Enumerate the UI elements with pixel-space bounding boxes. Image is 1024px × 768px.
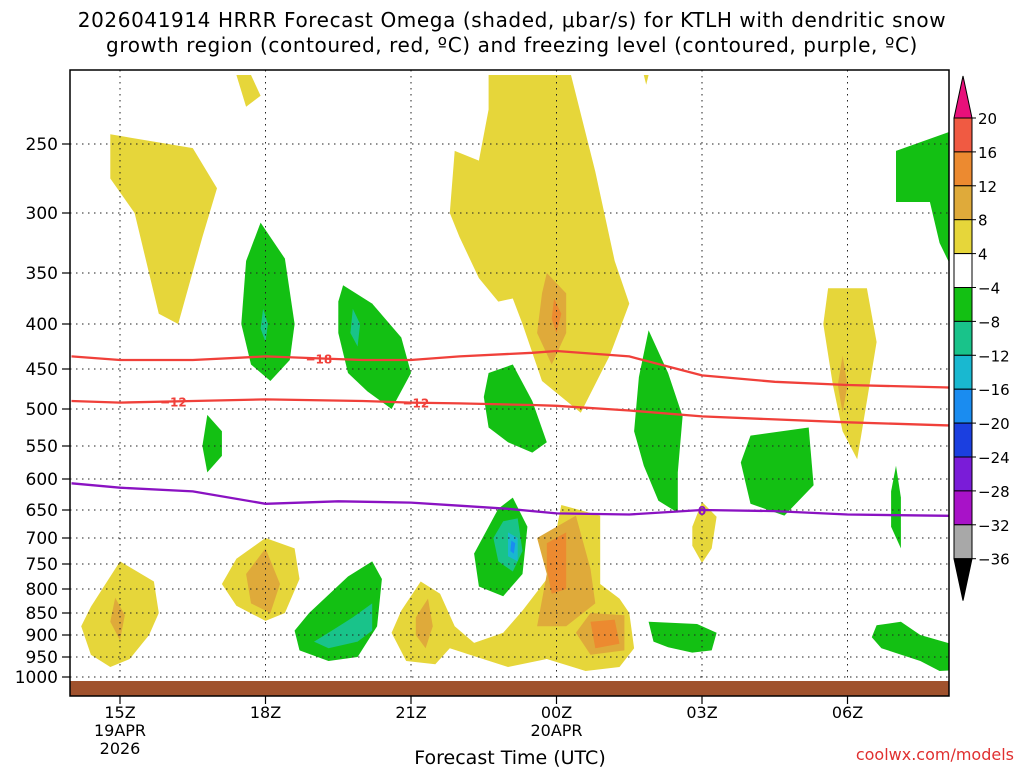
y-tick-label-550: 550 [26, 437, 58, 457]
omega-yellow-6 [692, 501, 717, 563]
y-tick-label-850: 850 [26, 604, 58, 624]
colorbar-label-9: −20 [978, 415, 1010, 433]
x-tick-sublabel-2026: 2026 [100, 739, 141, 758]
omega-yellow-2 [236, 75, 261, 107]
colorbar-swatch-5 [953, 253, 973, 289]
ground-surface [70, 681, 949, 696]
y-tick-label-900: 900 [26, 626, 58, 646]
x-tick-label-06Z: 06Z [832, 703, 863, 722]
y-tick-label-400: 400 [26, 315, 58, 335]
colorbar-label-7: −12 [978, 347, 1010, 365]
axes-layer: 2503003504004505005506006507007508008509… [15, 135, 863, 758]
omega-green-12 [871, 621, 949, 671]
omega-orange-9 [590, 619, 620, 649]
omega-green-8 [891, 465, 901, 549]
colorbar-swatch-1 [953, 117, 973, 153]
colorbar: 20 16 12 8 4 −4 −8 −12 −16 −20 −24 −28 −32 −36 [953, 75, 1010, 601]
contour-layer: −18 −12 −12 0 [71, 349, 949, 518]
dendritic-snow-growth-minus18-label: −18 [305, 352, 332, 366]
colorbar-swatch-8 [953, 354, 973, 390]
colorbar-label-8: −16 [978, 381, 1010, 399]
x-tick-label-15Z: 15Z [104, 703, 135, 722]
omega-orange-6 [537, 273, 567, 365]
chart-title-line-1: 2026041914 HRRR Forecast Omega (shaded, … [77, 8, 947, 32]
footer-credit: coolwx.com/models [856, 745, 1014, 764]
omega-yellow-1 [110, 134, 217, 324]
freezing-level-0-line [71, 482, 949, 517]
omega-green-2 [338, 285, 411, 409]
x-tick-label-18Z: 18Z [250, 703, 281, 722]
plot-frame [69, 69, 950, 697]
x-tick-sublabel-20APR: 20APR [530, 721, 582, 740]
y-tick-label-600: 600 [26, 470, 58, 490]
y-tick-label-250: 250 [26, 135, 58, 155]
grid-layer [70, 70, 949, 681]
omega-shading-layer [81, 75, 1023, 671]
colorbar-top-arrow [953, 75, 973, 119]
omega-green-6 [740, 427, 814, 516]
dendritic-snow-growth-minus12-line [71, 398, 949, 427]
colorbar-swatch-13 [953, 524, 973, 560]
colorbar-label-13: −36 [978, 551, 1010, 569]
x-tick-label-21Z: 21Z [395, 703, 426, 722]
omega-green-7 [896, 132, 949, 263]
colorbar-swatch-12 [953, 490, 973, 526]
colorbar-label-3: 8 [978, 212, 988, 230]
colorbar-swatch-3 [953, 185, 973, 221]
omega-green-3 [202, 414, 222, 473]
colorbar-label-6: −8 [978, 313, 1000, 331]
y-tick-label-950: 950 [26, 648, 58, 668]
freezing-level-0-label: 0 [698, 504, 706, 518]
omega-green-1 [241, 222, 295, 381]
colorbar-label-2: 12 [978, 178, 997, 196]
omega-yellow-4 [643, 75, 649, 85]
colorbar-label-1: 16 [978, 144, 997, 162]
colorbar-label-12: −32 [978, 517, 1010, 535]
omega-teal-2 [350, 308, 361, 347]
y-tick-label-500: 500 [26, 400, 58, 420]
y-tick-label-650: 650 [26, 501, 58, 521]
omega-orange-10 [551, 298, 562, 333]
y-tick-label-350: 350 [26, 264, 58, 284]
dendritic-snow-growth-minus18-line [71, 349, 949, 389]
x-tick-label-00Z: 00Z [541, 703, 572, 722]
omega-yellow-5 [823, 288, 877, 460]
omega-green-5 [634, 330, 683, 513]
omega-orange-1 [110, 597, 125, 641]
colorbar-label-5: −4 [978, 280, 1000, 298]
colorbar-label-11: −28 [978, 483, 1010, 501]
omega-yellow-3 [449, 75, 630, 413]
colorbar-swatch-7 [953, 320, 973, 356]
colorbar-swatch-11 [953, 456, 973, 492]
y-tick-label-800: 800 [26, 580, 58, 600]
y-tick-label-700: 700 [26, 529, 58, 549]
dendritic-snow-growth-minus12-label: −12 [160, 395, 187, 409]
y-tick-label-450: 450 [26, 360, 58, 380]
colorbar-bottom-arrow [953, 558, 973, 601]
omega-orange-2 [246, 548, 280, 613]
x-tick-sublabel-19APR: 19APR [94, 721, 146, 740]
colorbar-swatch-10 [953, 422, 973, 458]
colorbar-label-4: 4 [978, 246, 988, 264]
colorbar-label-0: 20 [978, 110, 997, 128]
omega-orange-3 [415, 598, 433, 649]
x-tick-label-03Z: 03Z [686, 703, 717, 722]
colorbar-swatch-2 [953, 151, 973, 187]
colorbar-swatch-9 [953, 388, 973, 424]
y-tick-label-750: 750 [26, 555, 58, 575]
colorbar-swatch-4 [953, 219, 973, 255]
colorbar-swatch-6 [953, 287, 973, 322]
omega-teal-1 [260, 308, 268, 342]
omega-yellow-7 [1008, 504, 1023, 594]
omega-blue-1 [510, 540, 516, 554]
dendritic-snow-growth-minus12-label: −12 [402, 397, 429, 411]
colorbar-label-10: −24 [978, 449, 1010, 467]
y-tick-label-1000: 1000 [15, 668, 58, 688]
x-axis-label: Forecast Time (UTC) [414, 747, 605, 768]
y-tick-label-300: 300 [26, 204, 58, 224]
omega-teal-4 [314, 603, 373, 649]
omega-green-11 [648, 621, 717, 653]
chart-title-line-2: growth region (contoured, red, ºC) and f… [106, 33, 918, 57]
